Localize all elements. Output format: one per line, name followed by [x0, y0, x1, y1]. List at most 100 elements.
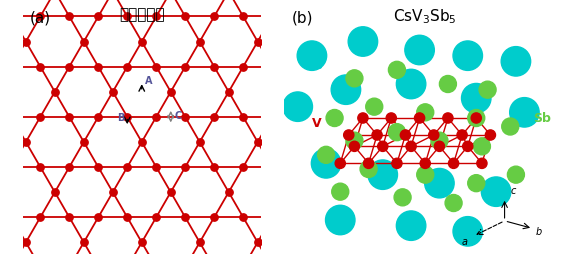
- Circle shape: [425, 169, 454, 198]
- Text: b: b: [536, 226, 542, 236]
- Circle shape: [297, 42, 327, 71]
- Circle shape: [283, 92, 312, 122]
- Point: [282, 90, 291, 94]
- Point: [354, 15, 363, 20]
- Point: [325, 165, 335, 169]
- Point: [181, 15, 190, 20]
- Point: [253, 40, 262, 44]
- Point: [224, 190, 233, 195]
- Circle shape: [348, 28, 378, 57]
- Point: [0, 190, 1, 195]
- Point: [122, 65, 132, 69]
- Point: [325, 115, 335, 119]
- Circle shape: [462, 84, 491, 114]
- Circle shape: [414, 114, 425, 124]
- Point: [297, 115, 306, 119]
- Point: [354, 65, 363, 69]
- Point: [22, 140, 31, 145]
- Circle shape: [481, 177, 511, 207]
- Point: [79, 40, 88, 44]
- Circle shape: [429, 130, 439, 140]
- Text: A: A: [145, 76, 152, 86]
- Point: [253, 240, 262, 244]
- Circle shape: [468, 110, 485, 127]
- Point: [94, 65, 103, 69]
- Point: [268, 215, 277, 219]
- Text: V: V: [312, 117, 321, 130]
- Point: [297, 15, 306, 20]
- Point: [152, 215, 161, 219]
- Circle shape: [473, 138, 490, 155]
- Circle shape: [366, 99, 383, 116]
- Circle shape: [349, 142, 359, 152]
- Point: [65, 215, 74, 219]
- Point: [268, 65, 277, 69]
- Point: [297, 215, 306, 219]
- Point: [50, 90, 60, 94]
- Point: [7, 65, 16, 69]
- Text: B: B: [117, 112, 124, 122]
- Point: [7, 15, 16, 20]
- Circle shape: [471, 114, 481, 124]
- Point: [239, 65, 248, 69]
- Circle shape: [363, 158, 374, 169]
- Circle shape: [358, 114, 368, 124]
- Point: [65, 15, 74, 20]
- Circle shape: [468, 175, 485, 192]
- Point: [181, 115, 190, 119]
- Circle shape: [501, 47, 531, 77]
- Circle shape: [325, 205, 355, 235]
- Point: [137, 240, 146, 244]
- Text: Cs: Cs: [306, 59, 323, 72]
- Point: [65, 165, 74, 169]
- Circle shape: [439, 76, 456, 93]
- Point: [210, 165, 219, 169]
- Point: [79, 240, 88, 244]
- Point: [181, 165, 190, 169]
- Point: [50, 190, 60, 195]
- Point: [137, 40, 146, 44]
- Point: [383, 65, 392, 69]
- Circle shape: [388, 124, 405, 141]
- Point: [122, 165, 132, 169]
- Circle shape: [417, 104, 434, 121]
- Point: [413, 15, 422, 20]
- Point: [22, 40, 31, 44]
- Point: [152, 65, 161, 69]
- Circle shape: [448, 158, 459, 169]
- Point: [122, 115, 132, 119]
- Circle shape: [463, 142, 473, 152]
- Point: [152, 165, 161, 169]
- Circle shape: [457, 130, 467, 140]
- Circle shape: [346, 71, 363, 87]
- Point: [181, 215, 190, 219]
- Point: [94, 15, 103, 20]
- Text: (a): (a): [30, 10, 51, 25]
- Text: c: c: [510, 186, 515, 196]
- Circle shape: [507, 167, 524, 183]
- Point: [311, 140, 320, 145]
- Point: [94, 115, 103, 119]
- Point: [94, 165, 103, 169]
- Point: [65, 65, 74, 69]
- Point: [152, 15, 161, 20]
- Circle shape: [372, 130, 382, 140]
- Point: [195, 240, 204, 244]
- Circle shape: [368, 160, 397, 190]
- Point: [268, 165, 277, 169]
- Circle shape: [396, 211, 426, 241]
- Circle shape: [431, 133, 448, 150]
- Text: CsV$_3$Sb$_5$: CsV$_3$Sb$_5$: [393, 8, 457, 26]
- Point: [108, 190, 117, 195]
- Circle shape: [344, 130, 354, 140]
- Point: [210, 215, 219, 219]
- Point: [311, 40, 320, 44]
- Point: [268, 115, 277, 119]
- Circle shape: [406, 142, 416, 152]
- Point: [210, 65, 219, 69]
- Point: [239, 165, 248, 169]
- Circle shape: [453, 42, 483, 71]
- Circle shape: [346, 133, 363, 150]
- Point: [108, 90, 117, 94]
- Circle shape: [386, 114, 396, 124]
